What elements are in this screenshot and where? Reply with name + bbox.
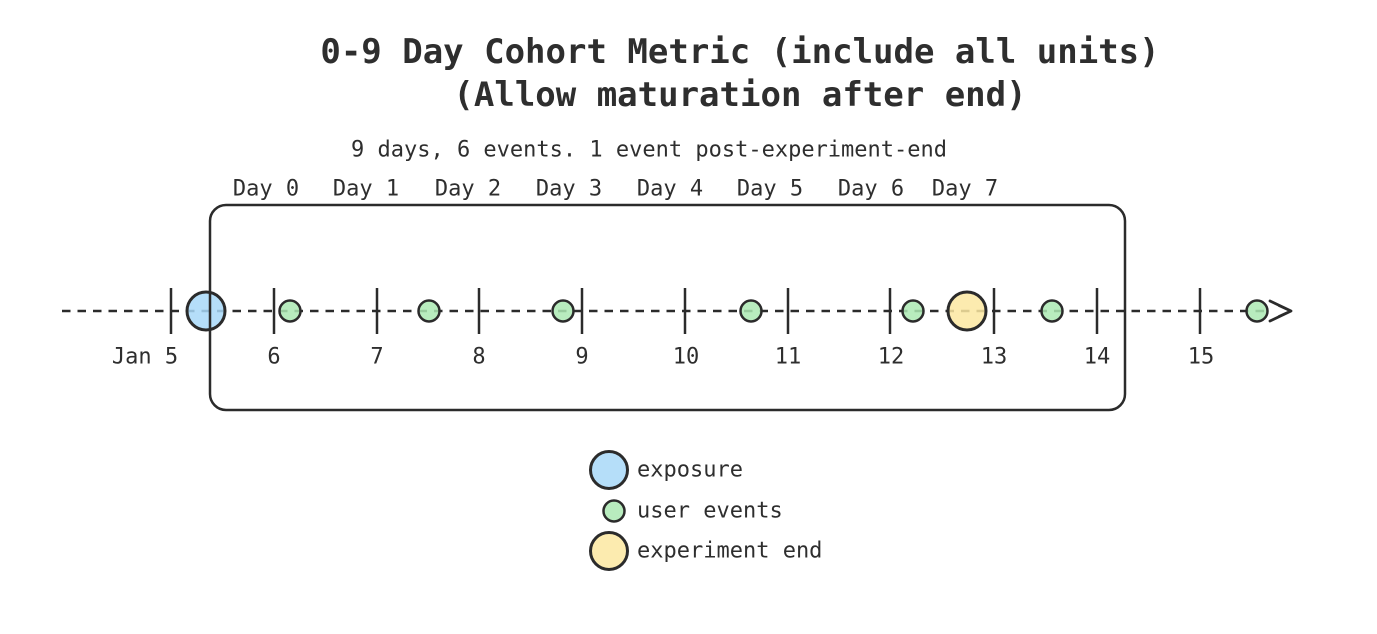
date-labels: Jan 5 6 7 8 9 10 11 12 13 14 15: [112, 345, 1214, 370]
date-label-6: 6: [267, 345, 280, 370]
event-markers: [185, 290, 1269, 332]
day-label-5: Day 5: [737, 177, 803, 202]
exposure-marker: [185, 290, 227, 332]
date-label-10: 10: [673, 345, 700, 370]
day-label-1: Day 1: [333, 177, 399, 202]
legend-exposure-icon: [589, 450, 629, 490]
user-event-marker-5: [901, 299, 925, 323]
legend-user-events-label: user events: [637, 499, 783, 524]
date-label-14: 14: [1084, 345, 1111, 370]
legend-user-events-icon: [602, 499, 626, 523]
date-label-12: 12: [878, 345, 905, 370]
timeline-arrowhead-icon: [1268, 299, 1293, 323]
day-label-0: Day 0: [233, 177, 299, 202]
user-event-marker-1: [278, 299, 302, 323]
legend-exposure-label: exposure: [637, 458, 743, 483]
date-label-13: 13: [981, 345, 1008, 370]
date-label-jan-5: Jan 5: [112, 345, 178, 370]
date-label-9: 9: [575, 345, 588, 370]
date-ticks: [169, 288, 1202, 334]
day-labels: Day 0 Day 1 Day 2 Day 3 Day 4 Day 5 Day …: [233, 177, 998, 202]
figure-title-line1: 0-9 Day Cohort Metric (include all units…: [320, 32, 1159, 72]
figure-title-line2: (Allow maturation after end): [453, 75, 1026, 115]
date-label-11: 11: [775, 345, 802, 370]
day-label-7: Day 7: [932, 177, 998, 202]
date-label-8: 8: [472, 345, 485, 370]
user-event-marker-7: [1245, 299, 1269, 323]
day-label-2: Day 2: [435, 177, 501, 202]
day-label-3: Day 3: [536, 177, 602, 202]
legend-experiment-end-label: experiment end: [637, 539, 822, 564]
user-event-marker-6: [1040, 299, 1064, 323]
day-label-4: Day 4: [637, 177, 703, 202]
experiment-end-marker: [946, 290, 988, 332]
user-event-marker-2: [417, 299, 441, 323]
legend-experiment-end-icon: [589, 531, 629, 571]
figure-subtitle: 9 days, 6 events. 1 event post-experimen…: [351, 138, 947, 163]
user-event-marker-3: [551, 299, 575, 323]
legend: exposure user events experiment end: [589, 450, 822, 571]
user-event-marker-4: [739, 299, 763, 323]
date-label-15: 15: [1188, 345, 1215, 370]
date-label-7: 7: [370, 345, 383, 370]
measurement-window-box: [208, 203, 1127, 412]
day-label-6: Day 6: [838, 177, 904, 202]
